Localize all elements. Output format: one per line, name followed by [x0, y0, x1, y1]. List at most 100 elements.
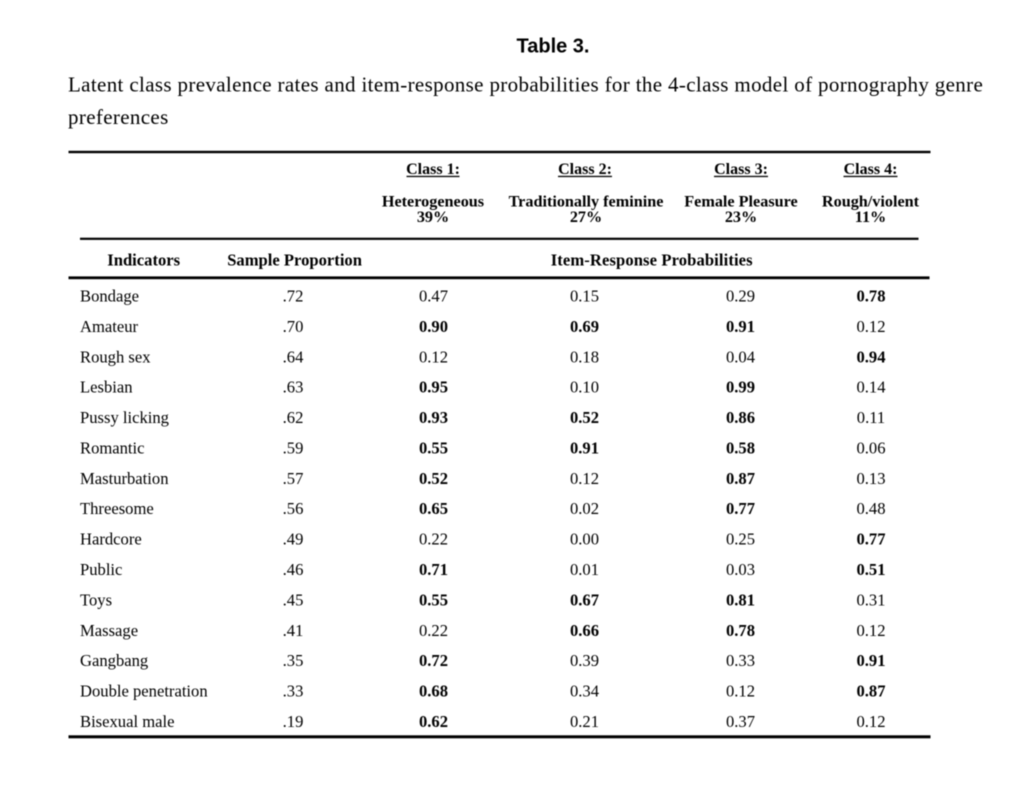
svg-text:0.91: 0.91 — [856, 651, 885, 670]
svg-text:0.81: 0.81 — [726, 590, 755, 609]
svg-text:0.29: 0.29 — [726, 287, 755, 306]
svg-text:0.90: 0.90 — [419, 317, 448, 336]
svg-text:.33: .33 — [283, 682, 304, 701]
svg-text:0.99: 0.99 — [726, 378, 755, 397]
svg-text:Public: Public — [80, 560, 122, 579]
svg-text:Bondage: Bondage — [80, 287, 139, 306]
svg-text:Class 3:: Class 3: — [714, 161, 768, 178]
svg-text:.72: .72 — [283, 287, 304, 306]
svg-text:0.04: 0.04 — [726, 347, 756, 366]
svg-text:0.69: 0.69 — [570, 317, 599, 336]
svg-text:Threesome: Threesome — [80, 499, 154, 518]
svg-text:Heterogeneous: Heterogeneous — [382, 192, 484, 210]
svg-text:23%: 23% — [725, 208, 757, 226]
svg-text:0.13: 0.13 — [856, 469, 885, 488]
svg-text:0.93: 0.93 — [419, 408, 448, 427]
svg-text:Class 2:: Class 2: — [558, 161, 612, 178]
svg-text:.49: .49 — [283, 530, 304, 549]
svg-text:0.10: 0.10 — [570, 378, 599, 397]
svg-text:0.87: 0.87 — [726, 469, 755, 488]
svg-text:11%: 11% — [855, 208, 886, 226]
svg-text:Class 4:: Class 4: — [844, 161, 898, 178]
svg-text:0.12: 0.12 — [570, 469, 599, 488]
svg-text:0.71: 0.71 — [419, 560, 448, 579]
svg-text:Massage: Massage — [80, 621, 138, 640]
svg-text:0.01: 0.01 — [570, 560, 599, 579]
svg-text:0.11: 0.11 — [857, 408, 885, 427]
svg-text:Amateur: Amateur — [80, 317, 139, 336]
svg-text:0.91: 0.91 — [570, 438, 599, 457]
svg-text:Item-Response Probabilities: Item-Response Probabilities — [551, 251, 753, 270]
svg-text:.41: .41 — [283, 621, 304, 640]
svg-text:0.15: 0.15 — [570, 287, 599, 306]
svg-text:.62: .62 — [283, 408, 304, 427]
svg-text:0.95: 0.95 — [419, 378, 448, 397]
svg-text:0.55: 0.55 — [419, 590, 448, 609]
svg-text:0.48: 0.48 — [856, 499, 885, 518]
svg-text:0.37: 0.37 — [726, 712, 755, 731]
svg-text:0.22: 0.22 — [419, 621, 448, 640]
svg-text:0.72: 0.72 — [419, 651, 448, 670]
svg-text:Rough/violent: Rough/violent — [822, 192, 920, 210]
svg-text:Romantic: Romantic — [80, 438, 145, 457]
svg-text:Double penetration: Double penetration — [80, 682, 208, 701]
svg-text:Rough sex: Rough sex — [80, 347, 151, 366]
svg-text:0.12: 0.12 — [856, 712, 885, 731]
svg-text:0.66: 0.66 — [570, 621, 599, 640]
svg-text:Class 1:: Class 1: — [406, 161, 460, 178]
svg-text:Masturbation: Masturbation — [80, 469, 169, 488]
svg-text:0.86: 0.86 — [726, 408, 755, 427]
svg-text:.19: .19 — [283, 712, 304, 731]
svg-text:.46: .46 — [283, 560, 304, 579]
svg-text:Pussy licking: Pussy licking — [80, 408, 169, 427]
svg-text:0.33: 0.33 — [726, 651, 755, 670]
svg-text:.45: .45 — [283, 590, 304, 609]
svg-text:0.94: 0.94 — [856, 347, 885, 366]
svg-text:0.55: 0.55 — [419, 438, 448, 457]
svg-text:0.14: 0.14 — [856, 378, 886, 397]
svg-text:0.25: 0.25 — [726, 530, 755, 549]
svg-text:Toys: Toys — [80, 590, 112, 609]
svg-text:.57: .57 — [283, 469, 304, 488]
svg-text:0.12: 0.12 — [856, 621, 885, 640]
svg-text:.70: .70 — [283, 317, 304, 336]
svg-text:0.39: 0.39 — [570, 651, 599, 670]
svg-text:27%: 27% — [570, 208, 602, 226]
svg-text:0.12: 0.12 — [856, 317, 885, 336]
svg-text:0.58: 0.58 — [726, 438, 755, 457]
svg-text:Gangbang: Gangbang — [80, 651, 148, 670]
svg-text:0.18: 0.18 — [570, 347, 599, 366]
svg-text:Bisexual male: Bisexual male — [80, 712, 174, 731]
svg-text:0.67: 0.67 — [570, 590, 599, 609]
svg-text:Lesbian: Lesbian — [80, 378, 133, 397]
svg-text:Sample Proportion: Sample Proportion — [227, 251, 362, 270]
svg-text:0.31: 0.31 — [856, 590, 885, 609]
svg-text:0.68: 0.68 — [419, 682, 448, 701]
svg-text:0.77: 0.77 — [856, 530, 885, 549]
svg-text:Traditionally feminine: Traditionally feminine — [509, 192, 664, 210]
svg-text:0.12: 0.12 — [419, 347, 448, 366]
svg-text:.63: .63 — [283, 378, 304, 397]
svg-text:.64: .64 — [283, 347, 304, 366]
svg-text:.35: .35 — [283, 651, 304, 670]
svg-text:preferences: preferences — [68, 105, 169, 129]
svg-text:0.06: 0.06 — [856, 438, 885, 457]
svg-text:.59: .59 — [283, 438, 304, 457]
svg-text:0.03: 0.03 — [726, 560, 755, 579]
svg-text:Latent class prevalence rates: Latent class prevalence rates and item-r… — [68, 72, 983, 96]
svg-text:0.87: 0.87 — [856, 682, 885, 701]
svg-text:Female Pleasure: Female Pleasure — [684, 192, 797, 210]
svg-text:0.78: 0.78 — [856, 287, 885, 306]
svg-text:0.52: 0.52 — [570, 408, 599, 427]
svg-text:.56: .56 — [283, 499, 304, 518]
svg-text:0.47: 0.47 — [419, 287, 448, 306]
svg-text:Hardcore: Hardcore — [80, 530, 142, 549]
svg-text:0.34: 0.34 — [570, 682, 600, 701]
svg-text:Indicators: Indicators — [107, 251, 180, 270]
svg-text:0.78: 0.78 — [726, 621, 755, 640]
svg-text:0.62: 0.62 — [419, 712, 448, 731]
svg-text:0.91: 0.91 — [726, 317, 755, 336]
svg-text:0.77: 0.77 — [726, 499, 755, 518]
svg-text:0.51: 0.51 — [856, 560, 885, 579]
svg-text:0.22: 0.22 — [419, 530, 448, 549]
